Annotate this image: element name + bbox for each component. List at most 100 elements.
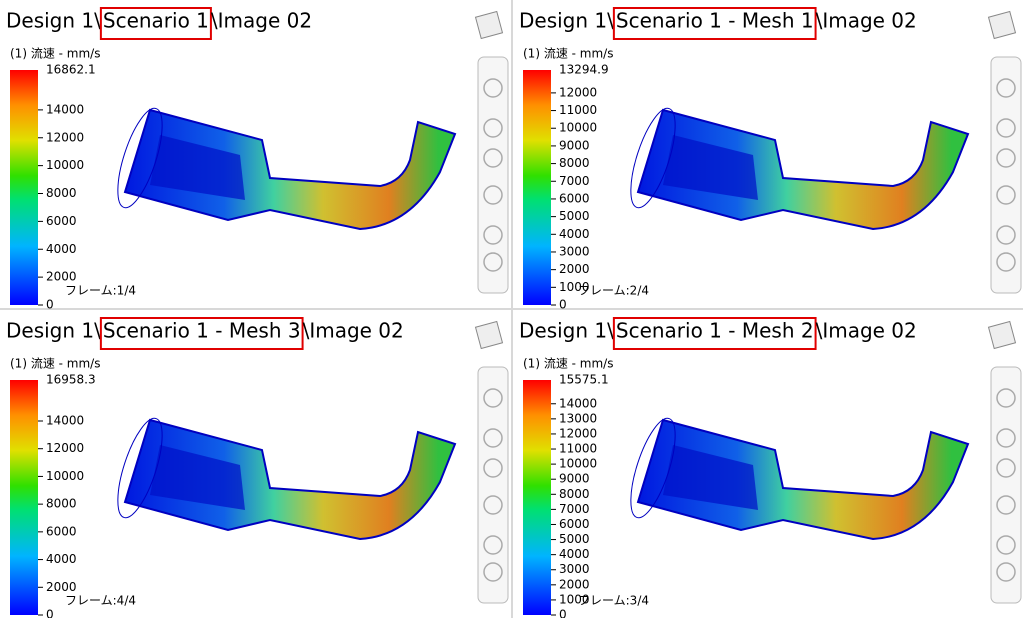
- nav-button[interactable]: [996, 458, 1016, 478]
- scenario-name: Scenario 1 - Mesh 3: [103, 319, 301, 343]
- legend-tick-label: 13000: [559, 411, 597, 425]
- legend-tick-label: 11000: [559, 103, 597, 117]
- legend-tick-label: 0: [559, 608, 567, 618]
- frame-label: フレーム:4/4: [65, 594, 136, 608]
- nav-button[interactable]: [996, 252, 1016, 272]
- nav-button[interactable]: [483, 148, 503, 168]
- navigation-bar: [990, 366, 1022, 604]
- legend-tick-label: 2000: [559, 262, 590, 276]
- nav-button[interactable]: [483, 185, 503, 205]
- legend-tick-label: 1000: [559, 280, 590, 294]
- legend-tick-label: 0: [559, 298, 567, 312]
- inlet-outline: [117, 107, 163, 209]
- color-bar: [523, 380, 551, 615]
- legend-tick-label: 12000: [46, 441, 84, 455]
- highlight-box: [612, 317, 817, 350]
- nav-button[interactable]: [483, 225, 503, 245]
- legend-tick-label: 6000: [46, 524, 77, 538]
- nav-button[interactable]: [483, 458, 503, 478]
- view-cube: [987, 320, 1017, 350]
- legend-tick-label: 8000: [559, 156, 590, 170]
- legend-max: 16958.3: [46, 373, 96, 387]
- legend-tick-label: 10000: [559, 121, 597, 135]
- legend-tick-label: 6000: [559, 191, 590, 205]
- scenario-name: Scenario 1: [103, 9, 209, 33]
- navigation-bar: [477, 366, 509, 604]
- legend-label: (1) 流速 - mm/s: [10, 47, 100, 61]
- color-bar: [523, 70, 551, 305]
- legend-tick-label: 11000: [559, 442, 597, 456]
- viewport-panel: Design 1\ Scenario 1 - Mesh 1 \Image 02 (1)…: [519, 7, 1022, 312]
- nav-button[interactable]: [996, 148, 1016, 168]
- legend-tick-label: 9000: [559, 472, 590, 486]
- nav-button[interactable]: [483, 252, 503, 272]
- title-suffix: \Image 02: [211, 9, 312, 33]
- highlight-box: [99, 7, 212, 40]
- title-suffix: \Image 02: [816, 319, 917, 343]
- flow-model: [123, 418, 457, 541]
- legend-tick-label: 8000: [559, 487, 590, 501]
- highlight-box: [612, 7, 817, 40]
- nav-button[interactable]: [996, 185, 1016, 205]
- nav-button[interactable]: [996, 562, 1016, 582]
- nav-button[interactable]: [483, 78, 503, 98]
- legend-label: (1) 流速 - mm/s: [10, 357, 100, 371]
- legend-tick-label: 8000: [46, 497, 77, 511]
- legend-max: 15575.1: [559, 373, 609, 387]
- legend-tick-label: 2000: [559, 577, 590, 591]
- nav-button[interactable]: [996, 495, 1016, 515]
- nav-button[interactable]: [483, 535, 503, 555]
- nav-button[interactable]: [996, 225, 1016, 245]
- navigation-bar: [990, 56, 1022, 294]
- nav-button[interactable]: [996, 428, 1016, 448]
- inner-region: [150, 135, 245, 200]
- legend-tick-label: 9000: [559, 138, 590, 152]
- legend-tick-label: 3000: [559, 562, 590, 576]
- legend-tick-label: 10000: [46, 158, 84, 172]
- title-prefix: Design 1\: [6, 319, 101, 343]
- legend-tick-label: 5000: [559, 209, 590, 223]
- viewport-panel: Design 1\ Scenario 1 - Mesh 3 \Image 02 (1)…: [6, 317, 509, 618]
- legend-tick-label: 2000: [46, 580, 77, 594]
- legend-tick-label: 14000: [559, 396, 597, 410]
- legend-max: 13294.9: [559, 63, 609, 77]
- divider: [0, 308, 1023, 310]
- legend-tick-label: 0: [46, 608, 54, 618]
- legend-tick-label: 4000: [559, 547, 590, 561]
- legend-tick-label: 10000: [46, 469, 84, 483]
- title-suffix: \Image 02: [303, 319, 404, 343]
- flow-model: [636, 418, 970, 541]
- title-prefix: Design 1\: [519, 9, 614, 33]
- legend-tick-label: 12000: [559, 426, 597, 440]
- scenario-name: Scenario 1 - Mesh 1: [616, 9, 814, 33]
- nav-button[interactable]: [996, 388, 1016, 408]
- view-cube: [474, 320, 504, 350]
- nav-button[interactable]: [483, 495, 503, 515]
- legend-tick-label: 14000: [46, 413, 84, 427]
- viewport-panel: Design 1\ Scenario 1 - Mesh 2 \Image 02 (1)…: [519, 317, 1022, 618]
- nav-button[interactable]: [483, 388, 503, 408]
- legend-tick-label: 12000: [559, 85, 597, 99]
- nav-button[interactable]: [483, 562, 503, 582]
- nav-button[interactable]: [483, 428, 503, 448]
- legend-tick-label: 12000: [46, 130, 84, 144]
- nav-button[interactable]: [996, 535, 1016, 555]
- view-cube: [987, 10, 1017, 40]
- nav-button[interactable]: [483, 118, 503, 138]
- view-cube: [474, 10, 504, 40]
- legend-tick-label: 4000: [46, 242, 77, 256]
- legend-tick-label: 6000: [559, 517, 590, 531]
- legend-tick-label: 8000: [46, 186, 77, 200]
- frame-label: フレーム:3/4: [578, 594, 649, 608]
- legend-tick-label: 5000: [559, 532, 590, 546]
- color-bar: [10, 70, 38, 305]
- inner-region: [150, 445, 245, 510]
- title-suffix: \Image 02: [816, 9, 917, 33]
- nav-button[interactable]: [996, 78, 1016, 98]
- frame-label: フレーム:2/4: [578, 284, 649, 298]
- legend-max: 16862.1: [46, 63, 96, 77]
- nav-button[interactable]: [996, 118, 1016, 138]
- frame-label: フレーム:1/4: [65, 284, 136, 298]
